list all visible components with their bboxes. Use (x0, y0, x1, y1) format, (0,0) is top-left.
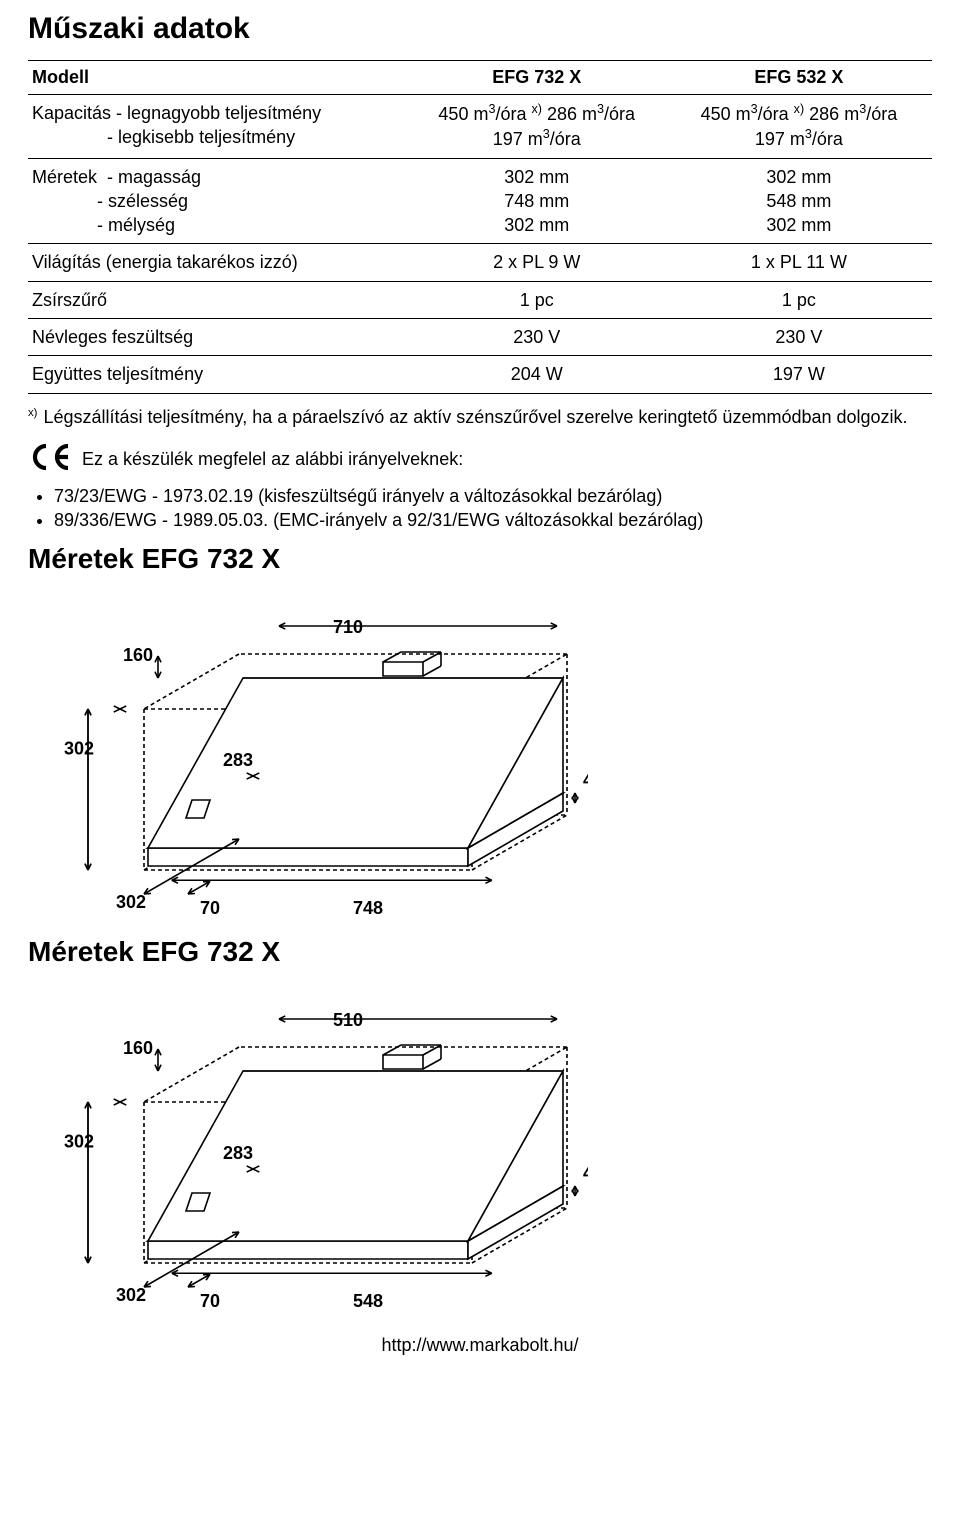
footnote-marker: x) (28, 406, 37, 429)
page-title: Műszaki adatok (28, 12, 932, 46)
svg-text:548: 548 (353, 1291, 383, 1311)
cell-label: Kapacitás - legnagyobb teljesítmény - le… (28, 95, 408, 159)
ce-conformity-line: Ez a készülék megfelel az alábbi irányel… (28, 443, 932, 476)
svg-text:160: 160 (123, 1038, 153, 1058)
directive-item: 89/336/EWG - 1989.05.03. (EMC-irányelv a… (54, 508, 932, 532)
cell-value-b: 1 pc (670, 281, 932, 318)
ce-text: Ez a készülék megfelel az alábbi irányel… (82, 449, 463, 470)
table-row: Méretek - magasság - szélesség - mélység… (28, 158, 932, 244)
svg-text:302: 302 (116, 892, 146, 912)
table-row: Világítás (energia takarékos izzó)2 x PL… (28, 244, 932, 281)
cell-value-a: 204 W (408, 356, 670, 393)
cell-value-a: 450 m3/óra x) 286 m3/óra197 m3/óra (408, 95, 670, 159)
cell-value-b: 197 W (670, 356, 932, 393)
table-header-row: Modell EFG 732 X EFG 532 X (28, 61, 932, 95)
cell-value-a: 2 x PL 9 W (408, 244, 670, 281)
dimension-diagram-2: 302 160 510 283 4,5 302 70 548 (28, 974, 588, 1319)
cell-label: Világítás (energia takarékos izzó) (28, 244, 408, 281)
svg-text:160: 160 (123, 645, 153, 665)
svg-text:70: 70 (200, 898, 220, 918)
cell-value-b: 230 V (670, 319, 932, 356)
cell-value-a: 1 pc (408, 281, 670, 318)
svg-text:283: 283 (223, 750, 253, 770)
table-row: Névleges feszültség230 V230 V (28, 319, 932, 356)
table-row: Zsírszűrő1 pc1 pc (28, 281, 932, 318)
cell-label: Együttes teljesítmény (28, 356, 408, 393)
svg-text:302: 302 (64, 738, 94, 758)
cell-value-b: 1 x PL 11 W (670, 244, 932, 281)
svg-text:302: 302 (64, 1131, 94, 1151)
directive-item: 73/23/EWG - 1973.02.19 (kisfeszültségű i… (54, 484, 932, 508)
table-row: Együttes teljesítmény204 W197 W (28, 356, 932, 393)
table-row: Kapacitás - legnagyobb teljesítmény - le… (28, 95, 932, 159)
spec-table: Modell EFG 732 X EFG 532 X Kapacitás - l… (28, 60, 932, 394)
cell-label: Méretek - magasság - szélesség - mélység (28, 158, 408, 244)
directive-list: 73/23/EWG - 1973.02.19 (kisfeszültségű i… (28, 484, 932, 533)
footer-url: http://www.markabolt.hu/ (28, 1335, 932, 1356)
col-header-efg532: EFG 532 X (670, 61, 932, 95)
svg-text:70: 70 (200, 1291, 220, 1311)
col-header-modell: Modell (28, 61, 408, 95)
dimension-diagram-1: 302 160 710 283 4,5 302 70 748 (28, 581, 588, 926)
cell-value-b: 302 mm548 mm302 mm (670, 158, 932, 244)
dimensions-title-1: Méretek EFG 732 X (28, 543, 932, 575)
cell-value-a: 230 V (408, 319, 670, 356)
svg-text:4,5: 4,5 (583, 770, 588, 790)
footnote: x) Légszállítási teljesítmény, ha a pára… (28, 406, 932, 429)
cell-value-b: 450 m3/óra x) 286 m3/óra197 m3/óra (670, 95, 932, 159)
col-header-efg732: EFG 732 X (408, 61, 670, 95)
footnote-text: Légszállítási teljesítmény, ha a páraels… (43, 406, 907, 429)
cell-label: Névleges feszültség (28, 319, 408, 356)
cell-value-a: 302 mm748 mm302 mm (408, 158, 670, 244)
svg-text:283: 283 (223, 1143, 253, 1163)
svg-text:302: 302 (116, 1285, 146, 1305)
dimensions-title-2: Méretek EFG 732 X (28, 936, 932, 968)
svg-text:4,5: 4,5 (583, 1163, 588, 1183)
svg-text:710: 710 (333, 617, 363, 637)
svg-text:748: 748 (353, 898, 383, 918)
cell-label: Zsírszűrő (28, 281, 408, 318)
ce-mark-icon (28, 443, 74, 476)
svg-text:510: 510 (333, 1010, 363, 1030)
